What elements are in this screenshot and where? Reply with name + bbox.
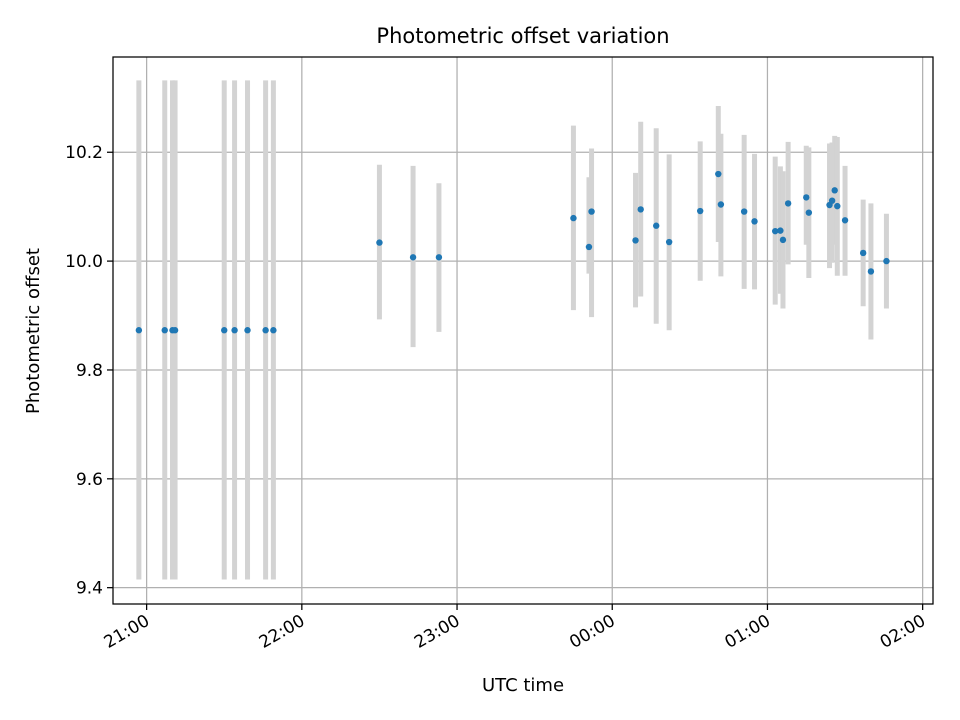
data-point	[841, 217, 849, 224]
data-point	[665, 238, 673, 246]
data-point	[867, 268, 875, 275]
data-point	[784, 200, 792, 207]
y-tick-label: 10.0	[65, 252, 103, 272]
data-point	[161, 327, 168, 334]
data-point	[777, 227, 784, 234]
y-axis-ticks: 9.4 9.6 9.8 10.0 10.2	[65, 143, 113, 599]
data-point	[751, 218, 758, 225]
y-tick-label: 9.4	[76, 579, 103, 599]
y-tick-label: 9.6	[76, 470, 103, 490]
data-point	[409, 254, 417, 261]
data-point	[696, 207, 704, 215]
data-point	[135, 327, 143, 334]
data-point	[435, 254, 443, 261]
data-point	[883, 257, 890, 265]
data-point	[740, 208, 748, 215]
data-point	[262, 327, 269, 334]
data-point	[805, 209, 813, 216]
data-point	[831, 187, 838, 194]
data-point	[637, 206, 644, 213]
data-point	[828, 197, 836, 204]
data-point	[244, 327, 251, 334]
data-point	[653, 222, 660, 229]
data-point	[715, 170, 722, 178]
data-point	[570, 214, 577, 222]
data-point	[171, 327, 179, 334]
y-tick-label: 10.2	[65, 143, 103, 163]
data-point	[588, 208, 595, 215]
data-point	[834, 202, 841, 210]
data-point	[632, 237, 639, 244]
data-point	[859, 249, 867, 257]
chart-title: Photometric offset variation	[376, 24, 669, 48]
data-point	[803, 194, 810, 201]
data-point	[231, 327, 238, 334]
data-point	[585, 243, 593, 251]
y-tick-label: 9.8	[76, 361, 103, 381]
data-point	[779, 236, 787, 244]
x-axis-label: UTC time	[482, 675, 564, 696]
data-point	[270, 327, 277, 334]
data-point	[717, 201, 725, 208]
data-point	[772, 227, 779, 235]
plot-frame	[112, 56, 934, 605]
data-points	[135, 170, 890, 334]
data-point	[376, 239, 383, 246]
y-axis-label: Photometric offset	[23, 248, 44, 414]
data-point	[221, 327, 228, 334]
